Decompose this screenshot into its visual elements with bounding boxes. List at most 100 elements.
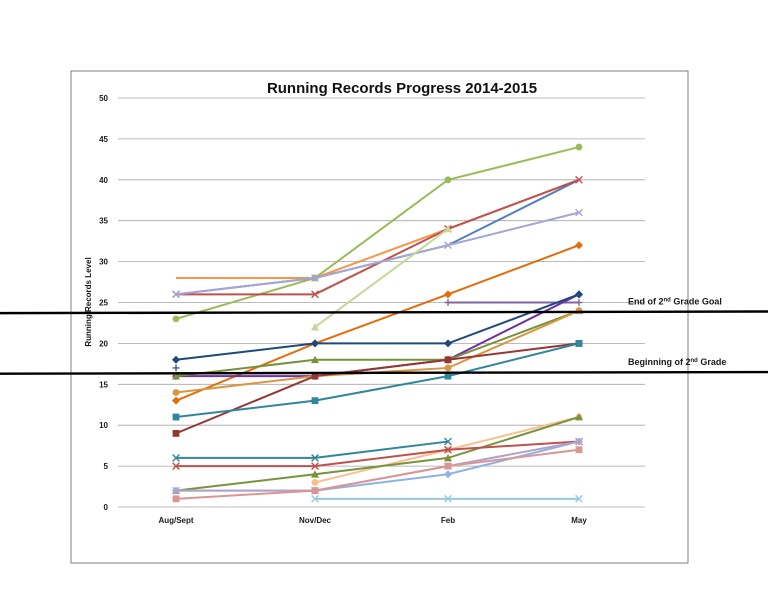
- x-tick-label: Feb: [441, 516, 455, 525]
- data-point: [444, 462, 452, 470]
- data-point: [575, 446, 583, 454]
- reference-line: [0, 310, 768, 315]
- data-point: [311, 462, 319, 470]
- reference-line-label: End of 2nd Grade Goal: [628, 296, 722, 306]
- y-tick-label: 30: [99, 258, 108, 267]
- series-15: [172, 364, 180, 372]
- series-19: [172, 437, 583, 470]
- series-line: [175, 342, 580, 419]
- data-point: [444, 437, 452, 446]
- data-point: [575, 437, 583, 446]
- data-point: [311, 372, 319, 380]
- data-point: [172, 389, 180, 396]
- reference-line: [0, 370, 768, 375]
- data-point: [575, 299, 583, 306]
- data-point: [172, 372, 180, 380]
- data-point: [575, 143, 583, 151]
- data-point: [311, 454, 319, 462]
- data-point: [575, 241, 583, 250]
- data-point: [172, 355, 180, 364]
- data-point: [172, 290, 180, 299]
- series-23: [311, 494, 583, 503]
- series-1: [172, 143, 583, 323]
- y-tick-label: 50: [99, 94, 108, 103]
- data-point: [172, 396, 180, 405]
- data-point: [311, 274, 319, 282]
- data-point: [575, 494, 583, 503]
- series-line: [314, 228, 449, 328]
- series-layer: [172, 143, 583, 503]
- data-point: [172, 462, 180, 470]
- x-tick-label: Aug/Sept: [158, 516, 193, 525]
- data-point: [172, 429, 180, 437]
- series-4: [172, 175, 583, 299]
- data-point: [444, 224, 452, 233]
- y-tick-label: 45: [99, 135, 108, 144]
- data-point: [172, 454, 180, 462]
- y-tick-label: 0: [104, 503, 109, 512]
- reference-line-label: Beginning of 2nd Grade: [628, 357, 726, 367]
- series-line: [175, 309, 580, 378]
- data-point: [311, 323, 319, 331]
- data-point: [575, 208, 583, 217]
- data-point: [575, 340, 583, 347]
- data-point: [575, 175, 583, 184]
- series-line: [176, 440, 580, 468]
- data-point: [444, 364, 452, 372]
- data-point: [444, 176, 452, 184]
- data-point: [172, 315, 180, 323]
- data-point: [172, 364, 180, 372]
- y-axis-ticks: 0 5 10 15 20 25 30 35 40 45 50: [99, 94, 108, 512]
- data-point: [444, 356, 452, 364]
- series-16: [172, 437, 452, 462]
- series-line: [175, 293, 580, 361]
- data-point: [311, 355, 319, 364]
- series-line: [175, 244, 580, 402]
- series-5: [172, 208, 583, 299]
- series-line: [175, 146, 580, 320]
- y-tick-label: 20: [99, 339, 108, 348]
- data-point: [311, 397, 319, 405]
- x-tick-label: May: [571, 516, 587, 525]
- y-tick-label: 15: [99, 380, 108, 389]
- data-point: [575, 413, 583, 421]
- data-point: [444, 299, 452, 306]
- data-point: [444, 453, 452, 462]
- data-point: [444, 470, 452, 479]
- data-point: [444, 494, 452, 503]
- series-22: [172, 446, 583, 503]
- series-line: [175, 342, 580, 435]
- y-axis-label: Running Records Level: [84, 257, 93, 346]
- y-tick-label: 5: [104, 462, 109, 471]
- data-point: [172, 413, 180, 421]
- series-10: [172, 290, 583, 364]
- series-14: [172, 340, 583, 421]
- y-tick-label: 10: [99, 421, 108, 430]
- chart-frame: [70, 70, 689, 564]
- data-point: [311, 339, 319, 348]
- chart-title: Running Records Progress 2014-2015: [267, 80, 537, 97]
- data-point: [311, 494, 319, 503]
- reference-line-1: End of 2nd Grade Goal: [0, 296, 768, 315]
- data-point: [172, 486, 180, 495]
- data-point: [444, 445, 452, 454]
- data-point: [444, 241, 452, 250]
- x-tick-label: Nov/Dec: [299, 516, 332, 525]
- data-point: [311, 470, 319, 478]
- series-line: [175, 448, 580, 500]
- y-tick-label: 25: [99, 299, 108, 308]
- data-point: [444, 290, 452, 299]
- data-point: [575, 290, 583, 299]
- y-tick-label: 40: [99, 176, 108, 185]
- reference-line-2: Beginning of 2nd Grade: [0, 357, 768, 375]
- series-6: [311, 224, 452, 331]
- data-point: [172, 495, 180, 503]
- series-line: [176, 293, 580, 378]
- data-point: [311, 479, 319, 486]
- data-point: [311, 290, 319, 299]
- y-tick-label: 35: [99, 217, 108, 226]
- x-axis-ticks: Aug/Sept Nov/Dec Feb May: [158, 516, 587, 525]
- data-point: [444, 372, 452, 380]
- series-line: [175, 211, 580, 296]
